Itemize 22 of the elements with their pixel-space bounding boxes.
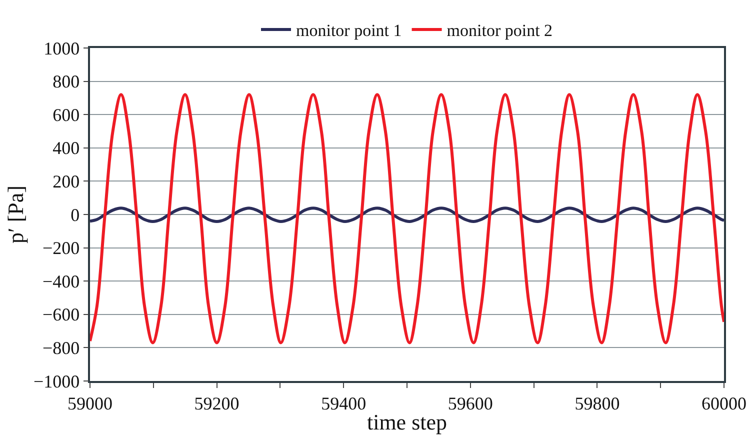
y-tick-label: −200 bbox=[42, 238, 80, 258]
x-tick-label: 59000 bbox=[68, 393, 112, 414]
x-axis-title: time step bbox=[366, 410, 448, 435]
x-tick-label: 59400 bbox=[321, 393, 366, 414]
y-tick-label: 800 bbox=[52, 72, 80, 92]
y-tick-label: −1000 bbox=[33, 371, 80, 392]
y-tick-label: −400 bbox=[42, 271, 80, 292]
x-tick-label: 60000 bbox=[702, 393, 746, 414]
y-tick-label: 0 bbox=[70, 204, 80, 225]
legend-label: monitor point 1 bbox=[296, 21, 402, 40]
y-tick-label: 400 bbox=[52, 138, 80, 158]
y-tick-label: 200 bbox=[52, 172, 80, 192]
y-tick-label: 600 bbox=[52, 104, 80, 125]
legend-label: monitor point 2 bbox=[446, 21, 553, 40]
y-axis-title: p′ [Pa] bbox=[2, 186, 28, 244]
line-series bbox=[90, 93, 724, 344]
y-tick-label: −800 bbox=[42, 338, 80, 358]
y-tick-label: −600 bbox=[42, 304, 80, 325]
y-tick-label: 1000 bbox=[44, 38, 80, 58]
x-tick-label: 59200 bbox=[194, 393, 240, 414]
x-tick-label: 59800 bbox=[574, 393, 620, 414]
x-tick-label: 59600 bbox=[448, 393, 493, 414]
